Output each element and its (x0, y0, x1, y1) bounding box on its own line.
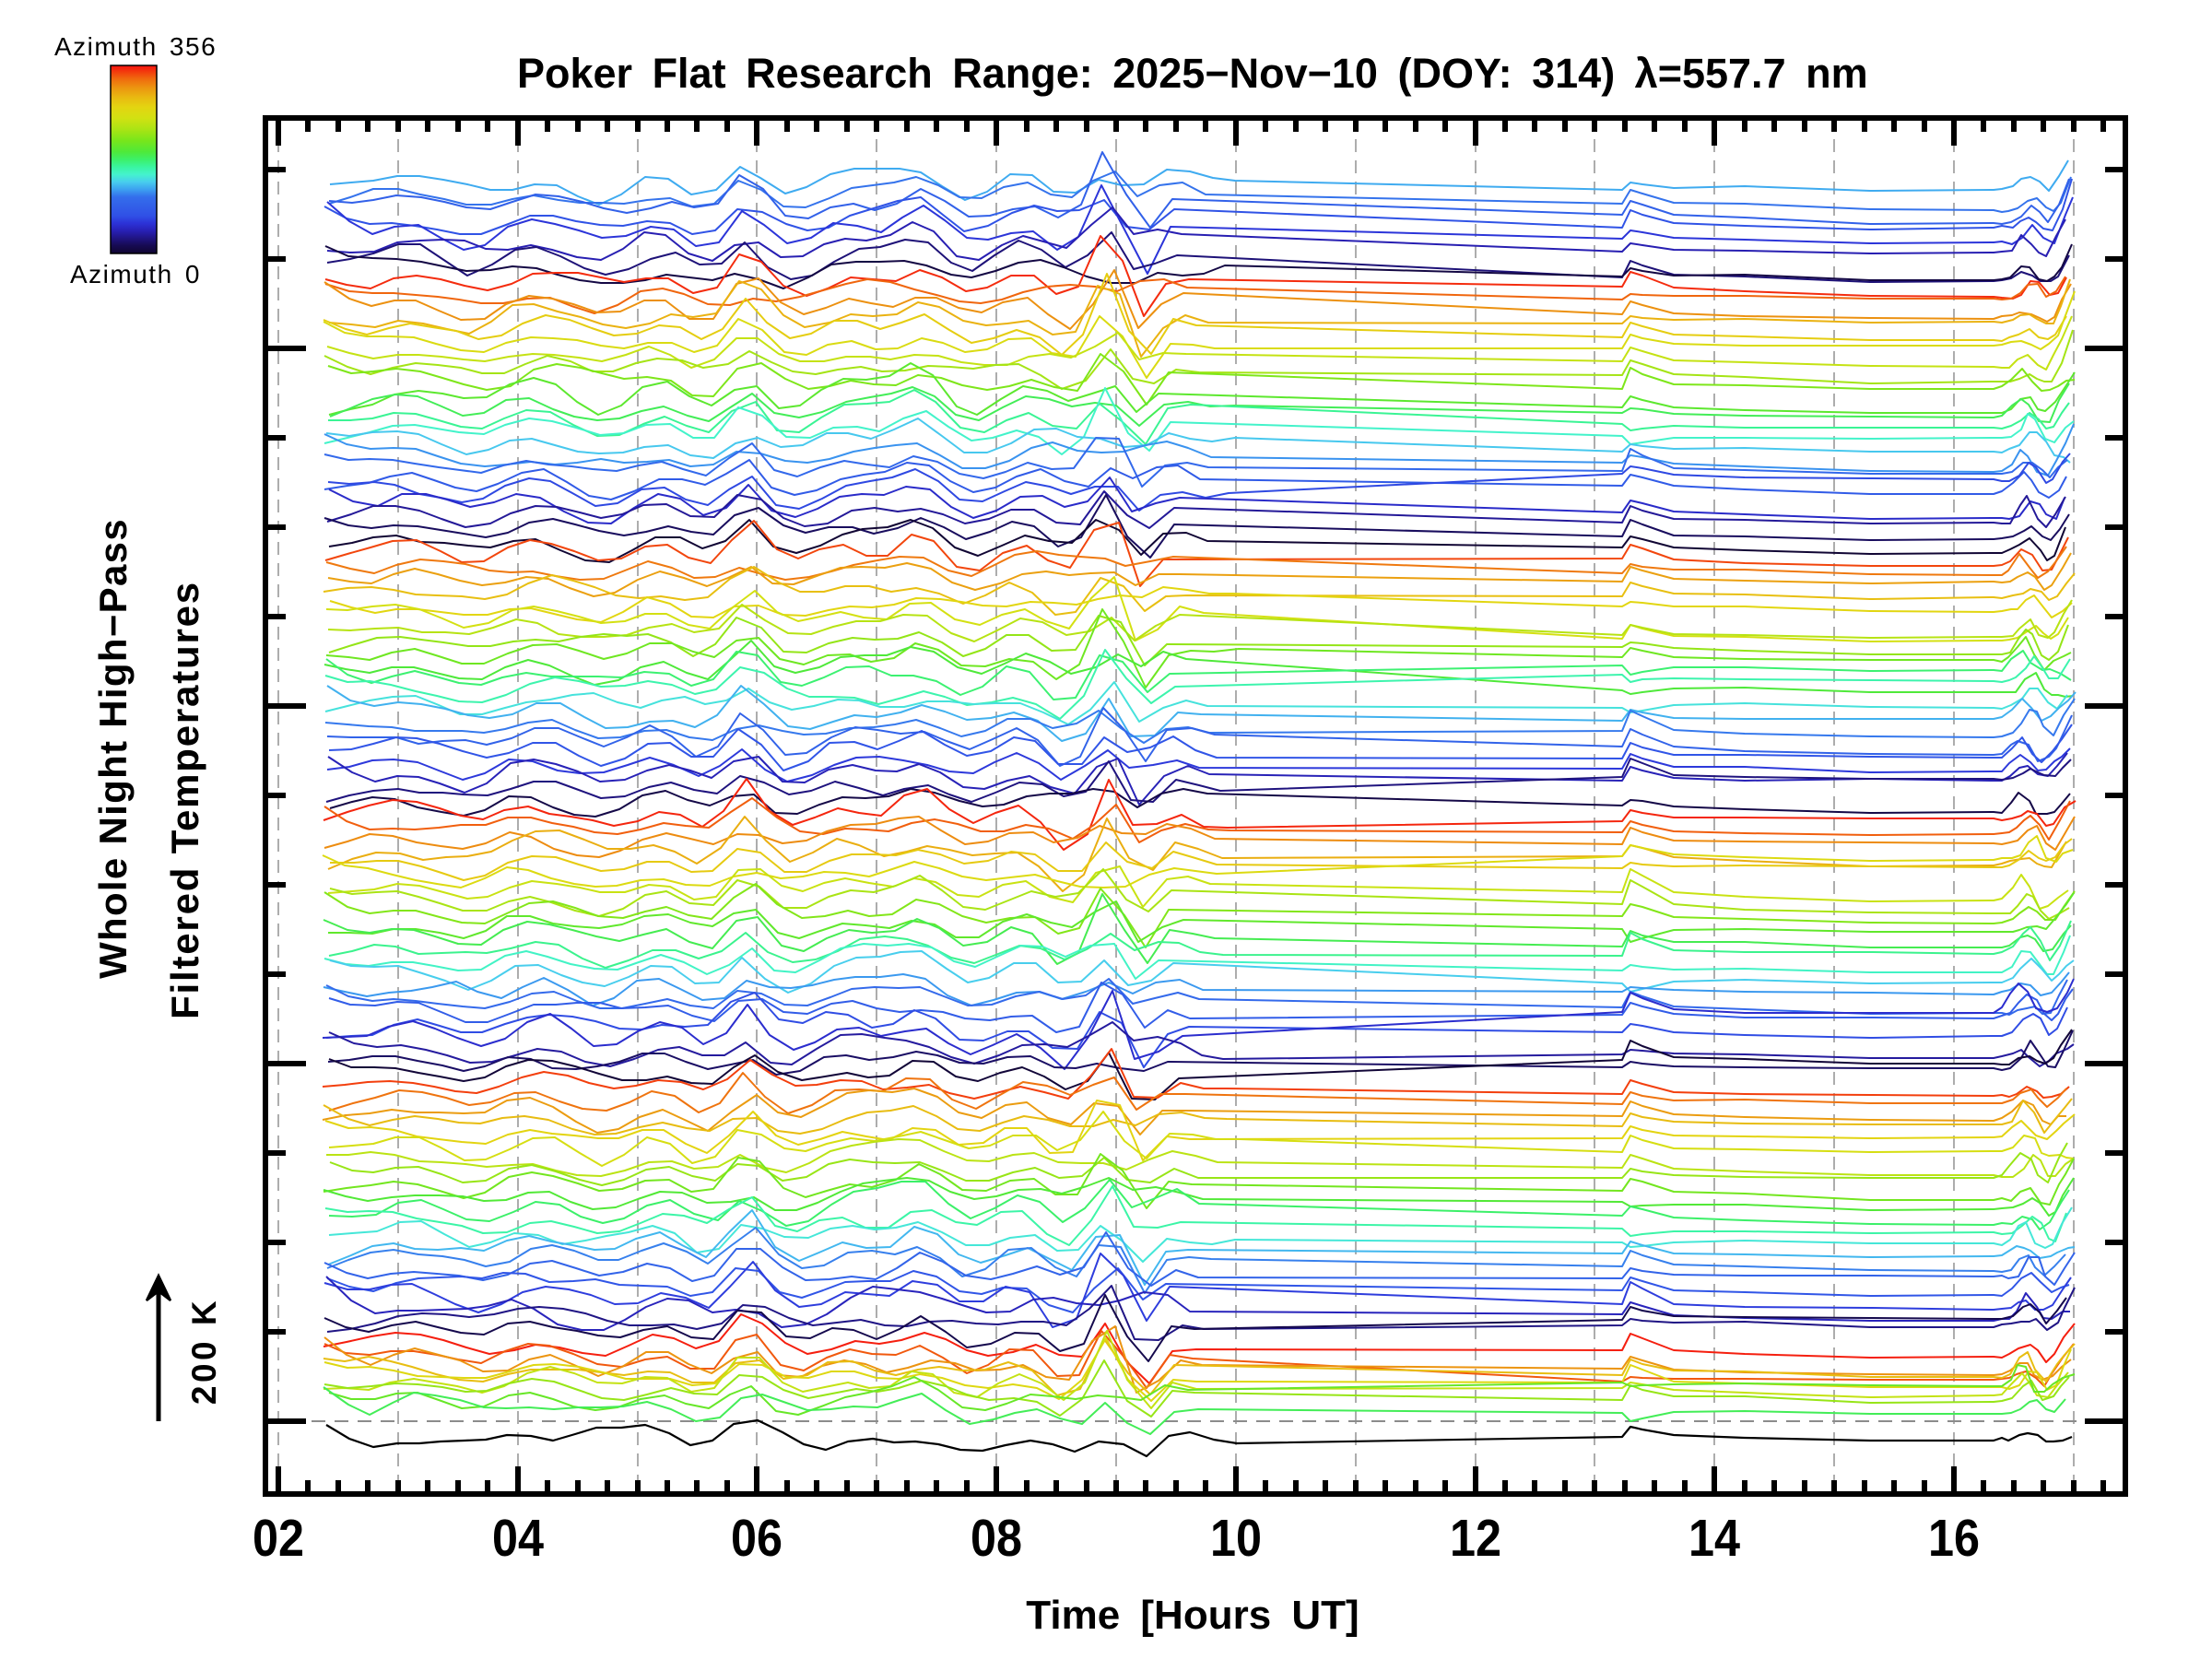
svg-text:08: 08 (971, 1509, 1022, 1568)
svg-text:06: 06 (731, 1509, 782, 1568)
svg-text:Poker Flat Research Range: 202: Poker Flat Research Range: 2025−Nov−10 (… (517, 50, 1868, 97)
svg-text:16: 16 (1928, 1509, 1980, 1568)
svg-text:Whole Night High−Pass: Whole Night High−Pass (91, 518, 135, 979)
svg-text:04: 04 (492, 1509, 544, 1568)
svg-text:10: 10 (1210, 1509, 1262, 1568)
svg-text:02: 02 (253, 1509, 304, 1568)
svg-text:Azimuth 356: Azimuth 356 (54, 32, 217, 61)
svg-text:14: 14 (1688, 1509, 1740, 1568)
svg-text:200 K: 200 K (185, 1298, 223, 1405)
svg-text:Azimuth 0: Azimuth 0 (70, 260, 201, 288)
svg-text:Filtered Temperatures: Filtered Temperatures (163, 581, 206, 1019)
svg-text:Time [Hours UT]: Time [Hours UT] (1026, 1593, 1359, 1638)
svg-text:12: 12 (1450, 1509, 1501, 1568)
